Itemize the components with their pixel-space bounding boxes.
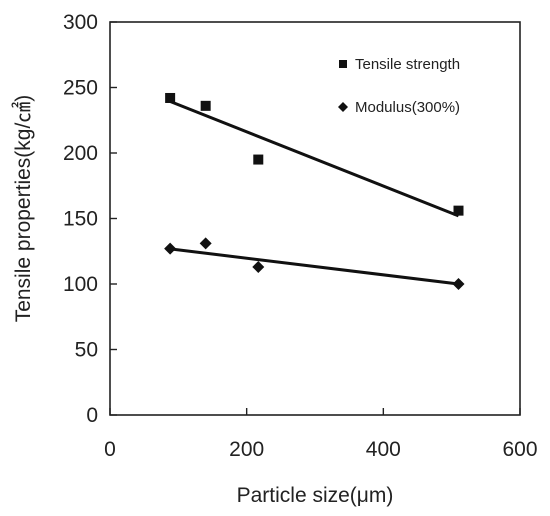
axis-ticks: 0 50 100 150 200 250 300 0 200 400 600 [63,11,538,461]
y-tick-label: 100 [63,273,98,296]
trendlines [167,99,460,286]
y-tick-label: 300 [63,11,98,34]
diamond-marker [164,242,177,255]
legend-label: Tensile strength [355,56,460,73]
plot-area [109,21,521,416]
trendline-series-1 [167,99,460,218]
legend-diamond-marker [338,102,348,112]
x-tick-label: 0 [104,438,116,461]
y-axis-title: Tensile properties(kg/㎠) [11,95,35,323]
y-tick-label: 0 [86,404,98,427]
x-tick-label: 400 [366,438,401,461]
diamond-marker [199,237,212,250]
data-points [164,92,465,290]
x-axis-title: Particle size(μm) [237,484,394,507]
square-marker [253,154,264,165]
square-marker [165,92,176,103]
square-marker [453,205,464,216]
y-tick-label: 200 [63,142,98,165]
square-marker [200,100,211,111]
y-tick-label: 150 [63,208,98,231]
y-tick-label: 50 [75,339,98,362]
legend-square-marker [339,60,347,68]
diamond-marker [252,260,265,273]
diamond-marker [452,278,465,290]
x-tick-label: 200 [229,438,264,461]
y-tick-label: 250 [63,77,98,100]
trendline-series-2 [167,247,459,286]
legend-label: Modulus(300%) [355,99,460,116]
x-tick-label: 600 [502,438,537,461]
legend: Tensile strength Modulus(300%) [338,56,460,116]
